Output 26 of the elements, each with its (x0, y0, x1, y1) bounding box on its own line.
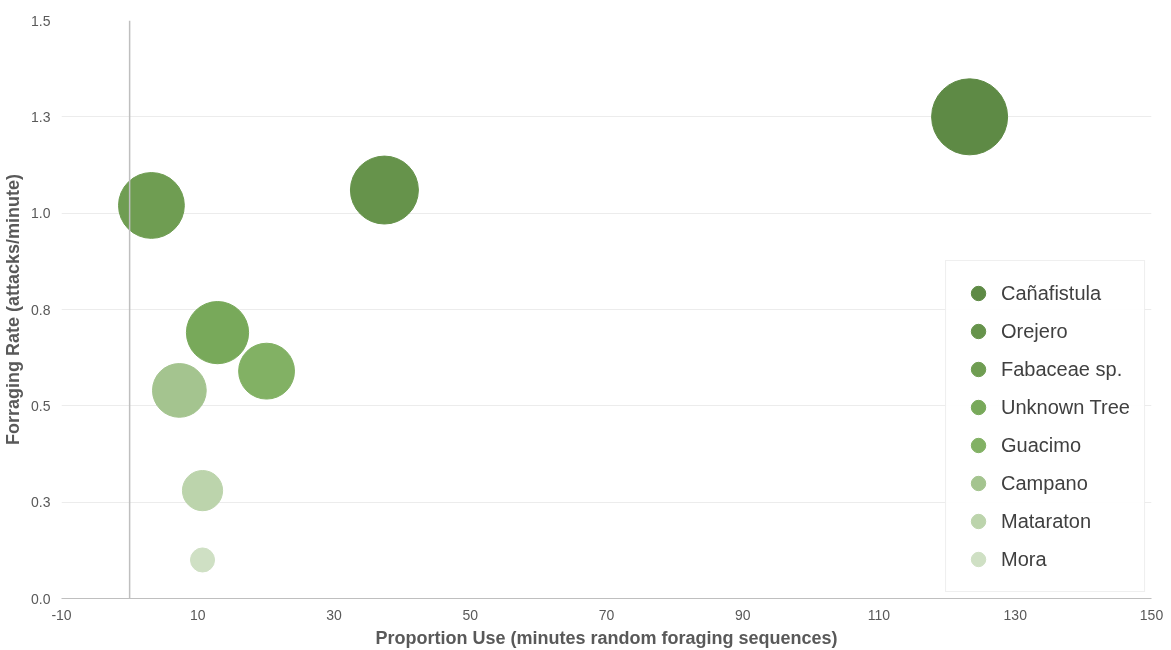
legend-label: Cañafistula (1001, 281, 1102, 305)
y-tick-label: 1.5 (31, 12, 51, 29)
legend-label: Guacimo (1001, 433, 1082, 457)
legend-label: Unknown Tree (1001, 395, 1130, 419)
legend-label: Mora (1001, 547, 1047, 571)
x-tick-label: 70 (598, 606, 615, 623)
x-tick-label: 50 (462, 606, 479, 623)
y-axis-title: Forraging Rate (attacks/minute) (3, 173, 24, 446)
y-tick-label: 1.3 (31, 108, 51, 125)
y-tick-label: 0.8 (31, 301, 51, 318)
legend-label: Mataraton (1001, 509, 1092, 533)
x-tick-label: 10 (189, 606, 206, 623)
legend-label: Campano (1001, 471, 1088, 495)
x-axis-title: Proportion Use (minutes random foraging sequences) (375, 627, 838, 648)
y-tick-label: 0.3 (31, 494, 51, 511)
legend-label: Orejero (1001, 319, 1068, 343)
y-tick-label: 1.0 (31, 205, 51, 222)
x-tick-label: 130 (1003, 606, 1028, 623)
x-tick-label: 110 (867, 606, 891, 623)
legend-label: Fabaceae sp. (1001, 357, 1123, 381)
x-tick-label: 90 (734, 606, 751, 623)
y-tick-label: 0.5 (31, 397, 51, 414)
x-tick-label: 150 (1139, 606, 1164, 623)
y-tick-label: 0.0 (31, 590, 51, 607)
x-tick-label: -10 (51, 606, 72, 623)
x-tick-label: 30 (326, 606, 342, 623)
